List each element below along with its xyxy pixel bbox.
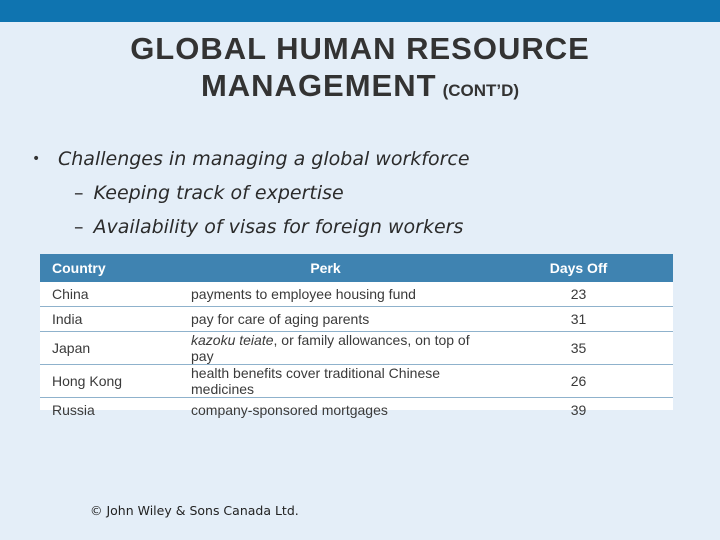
bullet-sub-1: – Keeping track of expertise bbox=[32, 176, 712, 210]
bullet-main: • Challenges in managing a global workfo… bbox=[32, 142, 712, 176]
perk-text: pay for care of aging parents bbox=[191, 311, 370, 327]
cell-perk: pay for care of aging parents bbox=[179, 306, 484, 332]
bullet-sub-2: – Availability of visas for foreign worke… bbox=[32, 210, 712, 244]
cell-days: 35 bbox=[484, 331, 673, 365]
cell-perk: payments to employee housing fund bbox=[179, 282, 484, 307]
dash-icon: – bbox=[74, 182, 84, 204]
top-accent-bar bbox=[0, 0, 720, 22]
table-header-row: Country Perk Days Off bbox=[40, 254, 673, 282]
perk-text: payments to employee housing fund bbox=[191, 286, 416, 302]
bullet-dot-icon: • bbox=[32, 151, 41, 167]
cell-country: Japan bbox=[40, 331, 179, 365]
cell-country: Hong Kong bbox=[40, 364, 179, 398]
header-days-off: Days Off bbox=[484, 254, 673, 282]
header-perk: Perk bbox=[179, 254, 484, 282]
cell-country: Russia bbox=[52, 402, 95, 418]
title-line-1: GLOBAL HUMAN RESOURCE bbox=[130, 31, 590, 66]
bullet-sub-text: Keeping track of expertise bbox=[93, 182, 344, 204]
slide-title: GLOBAL HUMAN RESOURCE MANAGEMENT (CONT’D) bbox=[0, 30, 720, 109]
perk-text: health benefits cover traditional Chines… bbox=[191, 365, 441, 397]
perks-table: Country Perk Days Off China payments to … bbox=[40, 254, 673, 418]
dash-icon: – bbox=[74, 216, 84, 238]
title-line-2: MANAGEMENT (CONT’D) bbox=[0, 67, 720, 109]
bullet-list: • Challenges in managing a global workfo… bbox=[32, 142, 712, 244]
header-country: Country bbox=[40, 254, 179, 282]
cell-country: India bbox=[40, 306, 179, 332]
title-suffix: (CONT’D) bbox=[442, 81, 520, 100]
perk-text: , or family allowances, on top of pay bbox=[191, 332, 470, 364]
table-row: China payments to employee housing fund … bbox=[40, 282, 673, 307]
table-row: Russia company-sponsored mortgages 39 bbox=[40, 398, 673, 423]
cell-days: 31 bbox=[484, 306, 673, 332]
perk-text: company-sponsored mortgages bbox=[191, 402, 388, 418]
cell-country: China bbox=[40, 282, 179, 307]
bullet-sub-text: Availability of visas for foreign worker… bbox=[93, 216, 464, 238]
cell-days: 23 bbox=[484, 282, 673, 307]
copyright-footer: © John Wiley & Sons Canada Ltd. bbox=[90, 503, 299, 518]
cell-days: 26 bbox=[484, 364, 673, 398]
cell-perk: kazoku teiate, or family allowances, on … bbox=[179, 331, 484, 365]
title-main: MANAGEMENT bbox=[200, 68, 437, 103]
table-row: India pay for care of aging parents 31 bbox=[40, 306, 673, 332]
cell-perk: health benefits cover traditional Chines… bbox=[179, 364, 484, 398]
perk-italic: kazoku teiate bbox=[191, 332, 274, 348]
cell-perk: company-sponsored mortgages bbox=[179, 398, 484, 423]
table-row: Japan kazoku teiate, or family allowance… bbox=[40, 331, 673, 365]
bullet-main-text: Challenges in managing a global workforc… bbox=[58, 148, 470, 170]
table-row: Hong Kong health benefits cover traditio… bbox=[40, 364, 673, 398]
cell-days: 39 bbox=[570, 402, 587, 418]
perks-table-grid: Country Perk Days Off China payments to … bbox=[40, 254, 673, 422]
